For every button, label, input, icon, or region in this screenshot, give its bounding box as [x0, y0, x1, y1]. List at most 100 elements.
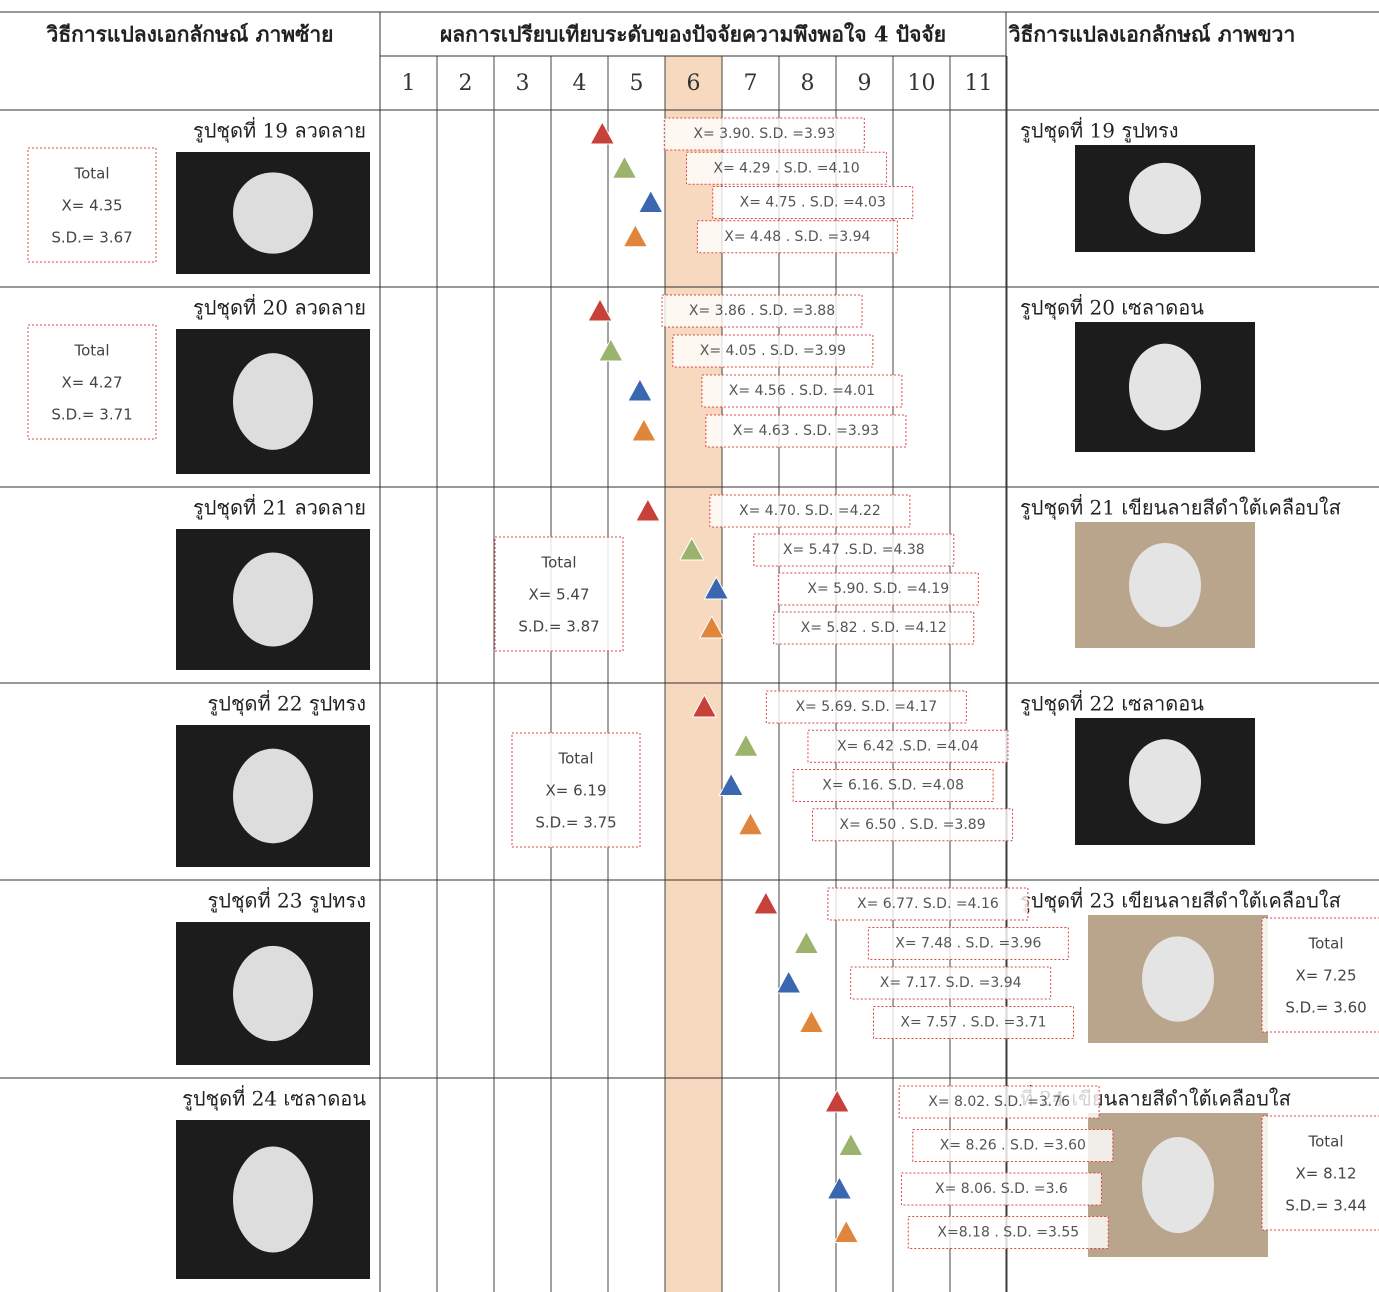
factor-box [661, 294, 863, 328]
teapot [233, 945, 313, 1042]
factor-box [705, 414, 907, 448]
factor-box [765, 690, 967, 724]
factor-box [827, 887, 1029, 921]
factor-box [912, 1129, 1114, 1162]
factor-box [701, 374, 903, 408]
scale-label: 10 [908, 71, 936, 96]
factor-box [686, 151, 888, 185]
total-mean: X= 4.27 [61, 374, 122, 392]
factor-marker [587, 297, 613, 322]
teapot [1129, 343, 1201, 431]
factor-box [696, 220, 898, 254]
factor-label: X= 6.16. S.D. =4.08 [822, 778, 964, 794]
teapot [233, 552, 313, 647]
factor-box [807, 729, 1009, 763]
total-sd: S.D.= 3.67 [51, 229, 132, 247]
scale-label: 11 [965, 71, 993, 96]
factor-label: X= 4.05 . S.D. =3.99 [700, 343, 846, 359]
scale-label: 4 [573, 71, 587, 96]
factor-marker [698, 614, 725, 639]
total-box [1261, 917, 1379, 1033]
left-label: รูปชุดที่ 19 ลวดลาย [193, 117, 366, 144]
scale-label: 9 [858, 71, 872, 96]
total-sd: S.D.= 3.71 [51, 406, 132, 424]
factor-marker [589, 120, 616, 145]
factor-marker [833, 1219, 860, 1243]
teapot [233, 748, 313, 844]
factor-label: X= 5.69. S.D. =4.17 [795, 699, 937, 715]
total-box [1261, 1115, 1379, 1231]
factor-marker [837, 1132, 864, 1156]
factor-label: X= 7.57 . S.D. =3.71 [900, 1015, 1046, 1031]
teapot [233, 353, 313, 450]
factor-marker [718, 772, 744, 796]
factor-box [898, 1085, 1100, 1119]
right-label: รูปชุดที่ 19 รูปทรง [1020, 117, 1178, 144]
teapot [1142, 1137, 1214, 1233]
factor-box [753, 533, 955, 567]
scale-label: 3 [516, 71, 530, 96]
factor-label: X= 6.42 .S.D. =4.04 [837, 738, 979, 754]
left-label: รูปชุดที่ 21 ลวดลาย [193, 494, 366, 521]
total-mean: X= 7.25 [1295, 967, 1356, 985]
factor-marker [826, 1175, 853, 1200]
factor-label: X= 8.02. S.D. =3.76 [928, 1094, 1070, 1110]
left-label: รูปชุดที่ 24 เซลาดอน [182, 1085, 366, 1112]
factor-box [867, 927, 1069, 960]
total-box [494, 536, 624, 652]
total-sd: S.D.= 3.75 [535, 814, 616, 832]
scale-label: 8 [801, 71, 815, 96]
total-label: Total [73, 342, 109, 360]
factor-marker [798, 1009, 825, 1033]
factor-label: X= 4.75 . S.D. =4.03 [740, 195, 886, 211]
factor-box [850, 966, 1052, 1000]
factor-label: X= 4.48 . S.D. =3.94 [724, 229, 870, 245]
factor-marker [703, 575, 730, 600]
scale-label: 5 [630, 71, 644, 96]
factor-box [812, 808, 1013, 842]
factor-label: X=8.18 . S.D. =3.55 [937, 1225, 1079, 1241]
factor-box [907, 1216, 1109, 1249]
factor-marker [678, 536, 705, 561]
right-label: รูปชุดที่ 20 เซลาดอน [1020, 294, 1204, 321]
header-right: วิธีการแปลงเอกลักษณ์ ภาพขวา [1008, 22, 1296, 47]
factor-box [709, 494, 911, 528]
factor-box [663, 117, 865, 151]
total-sd: S.D.= 3.44 [1285, 1197, 1366, 1215]
factor-marker [737, 811, 764, 836]
factor-box [792, 769, 994, 802]
factor-label: X= 5.47 .S.D. =4.38 [783, 542, 925, 558]
highlight-column [665, 56, 722, 1292]
teapot [1142, 936, 1214, 1022]
header-middle: ผลการเปรียบเทียบระดับของปัจจัยความพึงพอใ… [440, 22, 946, 47]
teapot [1129, 162, 1201, 235]
factor-label: X= 8.06. S.D. =3.6 [935, 1181, 1068, 1197]
total-mean: X= 6.19 [545, 782, 606, 800]
teapot [233, 1146, 313, 1253]
total-sd: S.D.= 3.60 [1285, 999, 1366, 1017]
total-label: Total [540, 554, 576, 572]
total-box [27, 147, 157, 263]
factor-marker [631, 417, 657, 442]
factor-label: X= 5.82 . S.D. =4.12 [801, 620, 947, 636]
factor-label: X= 4.63 . S.D. =3.93 [733, 423, 879, 439]
teapot [1129, 739, 1201, 824]
factor-label: X= 4.70. S.D. =4.22 [739, 503, 881, 519]
right-label: รูปชุดที่ 23 เขียนลายสีดำใต้เคลือบใส [1020, 887, 1341, 914]
scale-label: 2 [459, 71, 473, 96]
factor-label: X= 7.48 . S.D. =3.96 [895, 936, 1041, 952]
scale-label: 7 [744, 71, 758, 96]
factor-marker [775, 969, 802, 994]
teapot [233, 172, 313, 254]
left-label: รูปชุดที่ 22 รูปทรง [208, 690, 366, 717]
right-label: รูปชุดที่ 22 เซลาดอน [1020, 690, 1204, 717]
scale-label: 6 [687, 71, 701, 96]
factor-marker [733, 733, 759, 757]
factor-marker [598, 337, 624, 362]
factor-label: X= 6.77. S.D. =4.16 [857, 896, 999, 912]
scale-label: 1 [402, 71, 416, 96]
factor-label: X= 8.26 . S.D. =3.60 [940, 1138, 1086, 1154]
header-left: วิธีการแปลงเอกลักษณ์ ภาพซ้าย [45, 22, 333, 47]
factor-marker [691, 693, 718, 718]
